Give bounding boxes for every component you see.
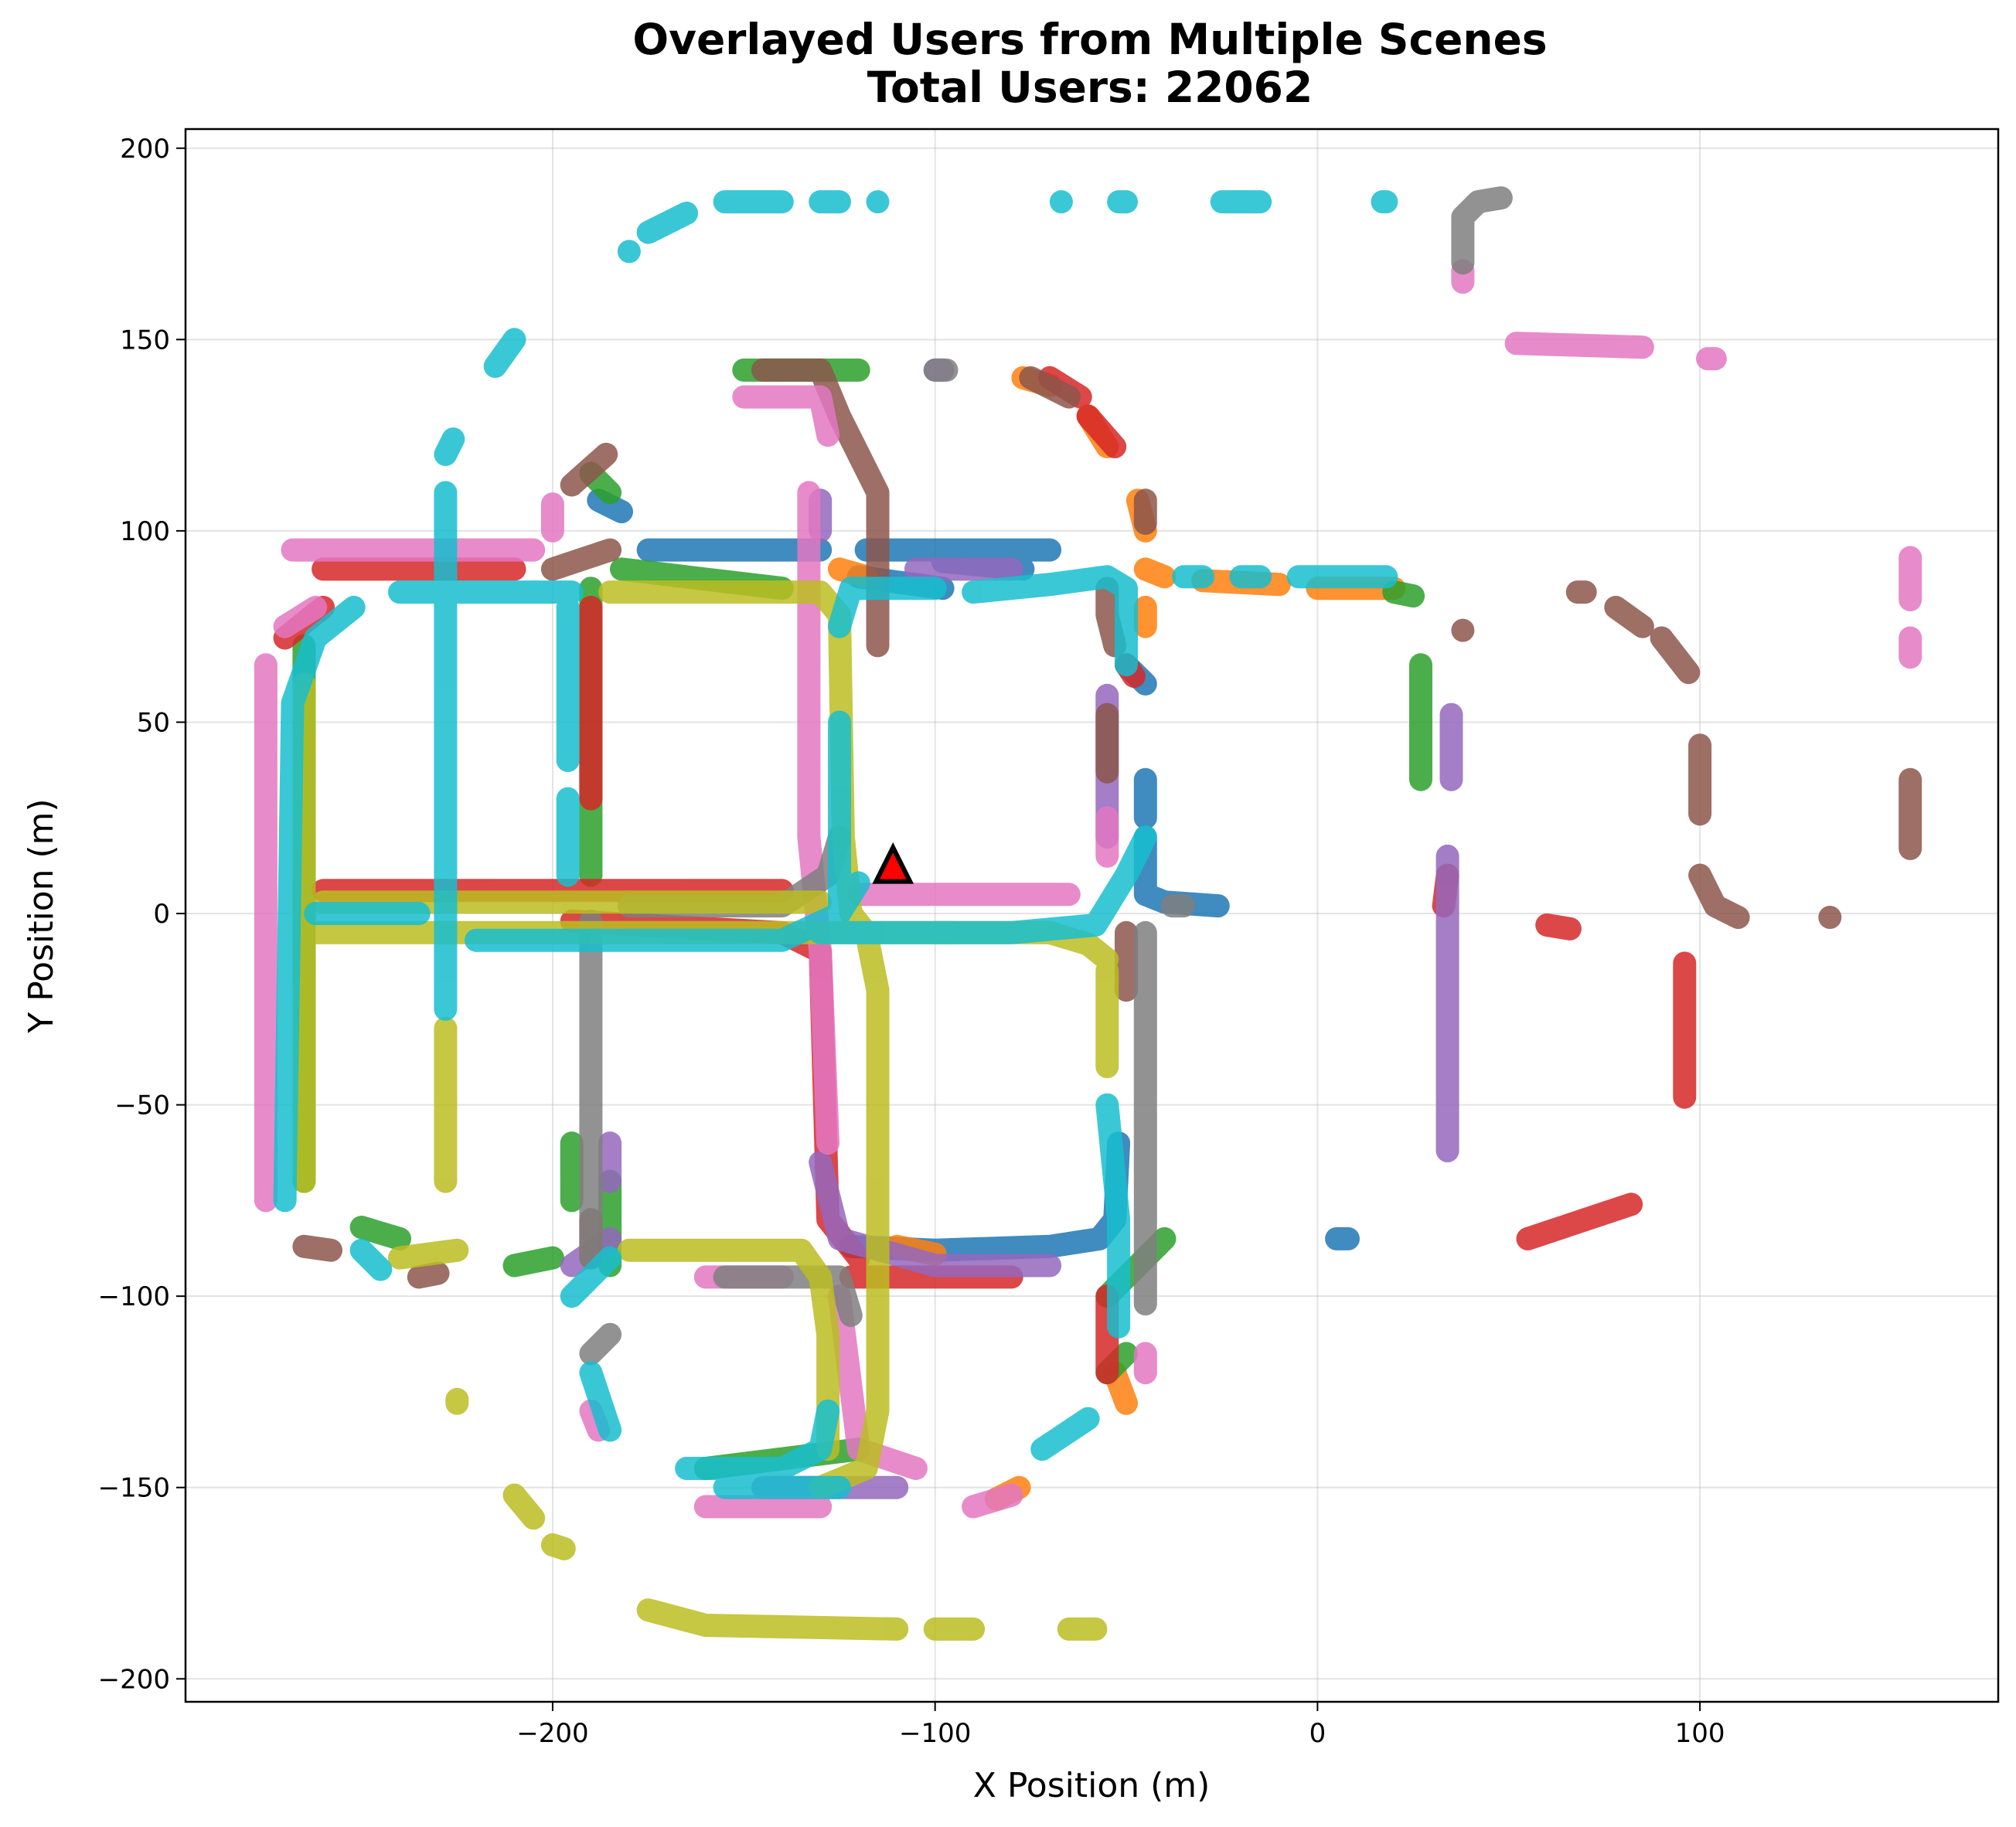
y-tick-label: 200 — [120, 134, 170, 165]
axis-ticks: −200 −100 0 100 −200 −150 −100 −50 0 50 100 150 200 — [98, 134, 1725, 1749]
user-track — [828, 710, 870, 925]
x-tick-label: 100 — [1675, 1718, 1725, 1749]
y-tick-label: −150 — [98, 1473, 170, 1504]
user-track — [1604, 595, 1654, 638]
data-points — [254, 186, 1922, 1641]
user-track — [1451, 186, 1513, 275]
marker-layer — [872, 842, 914, 884]
user-track — [502, 1246, 564, 1278]
user-track — [1095, 1093, 1131, 1339]
user-track — [349, 1238, 393, 1281]
y-tick-label: −200 — [98, 1664, 170, 1695]
user-track — [540, 538, 622, 581]
user-track — [560, 1246, 622, 1308]
user-track — [349, 1216, 411, 1250]
user-track — [828, 577, 947, 638]
y-tick-label: 100 — [120, 516, 170, 547]
user-track — [962, 1483, 1023, 1519]
x-tick-label: −100 — [899, 1718, 971, 1749]
series-7 — [254, 259, 1922, 1519]
user-track — [502, 1483, 546, 1530]
title-line: Overlayed Users from Multiple Scenes — [632, 15, 1548, 64]
user-track — [273, 595, 366, 1213]
user-track — [292, 1234, 342, 1262]
user-track — [1076, 404, 1127, 458]
user-track — [1382, 580, 1425, 608]
series-1 — [587, 488, 1360, 1262]
user-track — [1688, 863, 1750, 929]
y-tick-label: 150 — [120, 325, 170, 356]
user-track — [579, 1322, 622, 1366]
y-tick-label: −50 — [114, 1090, 170, 1121]
x-tick-label: −200 — [516, 1718, 588, 1749]
user-track — [540, 1533, 576, 1560]
user-track — [839, 1131, 1131, 1262]
y-tick-label: 0 — [153, 899, 170, 930]
user-track — [1516, 1192, 1643, 1250]
user-track — [1535, 913, 1582, 941]
plot-frame — [184, 128, 2000, 1703]
user-track — [797, 481, 840, 1155]
user-track — [1095, 577, 1127, 658]
user-track — [751, 358, 890, 658]
y-axis-label: Y Position (m) — [22, 798, 61, 1033]
user-track — [407, 1261, 450, 1289]
user-track — [617, 1238, 840, 1461]
user-track — [587, 488, 633, 524]
user-track — [636, 1598, 909, 1641]
user-track — [1504, 332, 1654, 359]
y-tick-label: −100 — [98, 1281, 170, 1312]
user-track — [434, 427, 465, 466]
user-track — [1650, 626, 1701, 685]
x-axis-label: X Position (m) — [973, 1766, 1211, 1805]
subtitle-line: Total Users: 22062 — [867, 63, 1313, 112]
user-track — [388, 1238, 469, 1270]
base-station-marker — [872, 842, 914, 884]
series-4 — [273, 366, 1697, 1385]
user-track — [962, 565, 1138, 677]
user-track — [560, 442, 618, 497]
y-tick-label: 50 — [137, 707, 170, 738]
series-10 — [273, 190, 1398, 1499]
user-track — [828, 557, 878, 589]
user-track — [713, 1265, 863, 1327]
user-track — [636, 201, 699, 244]
user-track — [732, 385, 840, 447]
user-track — [1019, 366, 1081, 409]
x-tick-label: 0 — [1309, 1718, 1326, 1749]
user-track — [809, 825, 1157, 944]
user-track — [675, 1399, 840, 1480]
user-track — [483, 328, 526, 378]
series-6 — [292, 358, 1922, 1289]
user-track — [1133, 557, 1177, 589]
user-track — [273, 595, 328, 638]
user-track — [579, 1361, 622, 1442]
user-track — [1030, 1407, 1100, 1461]
chart-title: Overlayed Users from Multiple Scenes Tota… — [0, 15, 2016, 111]
